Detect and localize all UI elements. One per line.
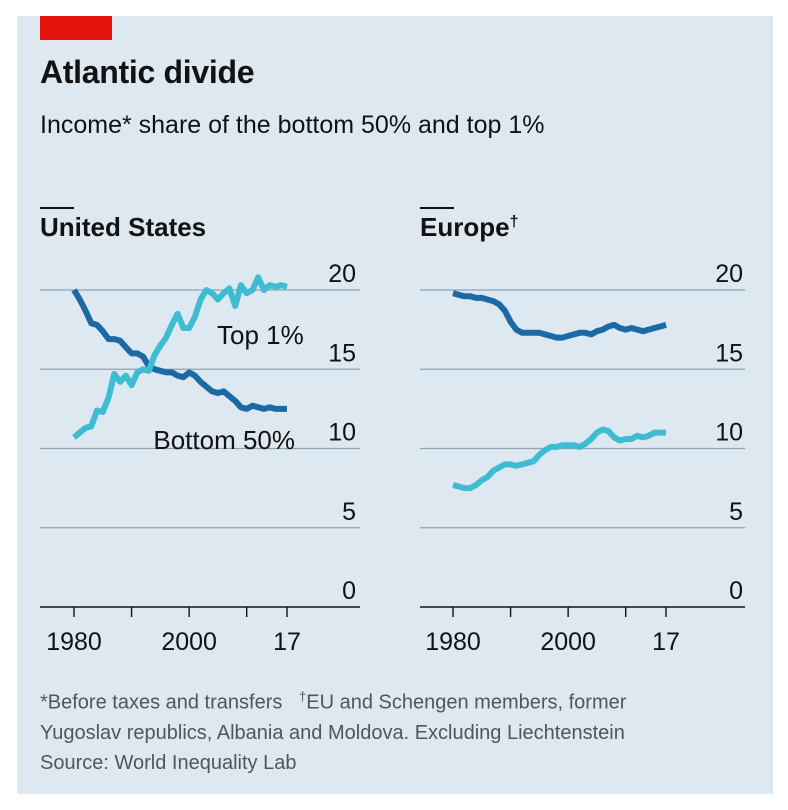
europe-series-bottom50-line xyxy=(452,290,667,341)
footnote: *Before taxes and transfers †EU and Sche… xyxy=(40,689,627,774)
us-panel-title: United States xyxy=(40,212,207,242)
brand-tag xyxy=(40,16,112,40)
us-series-label-top1: Top 1% xyxy=(217,320,304,350)
us-ytick-label-10: 10 xyxy=(328,419,356,447)
europe-xtick-label-17: 17 xyxy=(652,628,680,656)
chart-background xyxy=(17,16,773,794)
us-panel-rule xyxy=(40,207,74,209)
europe-ytick-label-15: 15 xyxy=(715,339,743,367)
us-series-bottom50-line xyxy=(71,288,287,412)
europe-panel-title: Europe† xyxy=(420,212,519,242)
us-xtick-label-2000: 2000 xyxy=(161,628,217,656)
europe-ytick-label-0: 0 xyxy=(729,577,743,605)
europe-panel-rule xyxy=(420,207,454,209)
europe-ytick-label-5: 5 xyxy=(729,498,743,526)
us-ytick-label-15: 15 xyxy=(328,339,356,367)
chart-subtitle: Income* share of the bottom 50% and top … xyxy=(40,111,545,139)
us-series-top1-line xyxy=(72,274,288,440)
europe-ytick-label-10: 10 xyxy=(715,419,743,447)
us-ytick-label-5: 5 xyxy=(342,498,356,526)
us-ytick-label-0: 0 xyxy=(342,577,356,605)
europe-xtick-label-2000: 2000 xyxy=(540,628,596,656)
us-xtick-label-1980: 1980 xyxy=(46,628,102,656)
chart-title: Atlantic divide xyxy=(40,54,255,90)
europe-ytick-label-20: 20 xyxy=(715,260,743,288)
us-series-label-bottom50: Bottom 50% xyxy=(153,425,295,455)
us-xtick-label-17: 17 xyxy=(273,628,301,656)
europe-series-top1-line xyxy=(452,426,666,492)
us-ytick-label-20: 20 xyxy=(328,260,356,288)
europe-xtick-label-1980: 1980 xyxy=(425,628,481,656)
